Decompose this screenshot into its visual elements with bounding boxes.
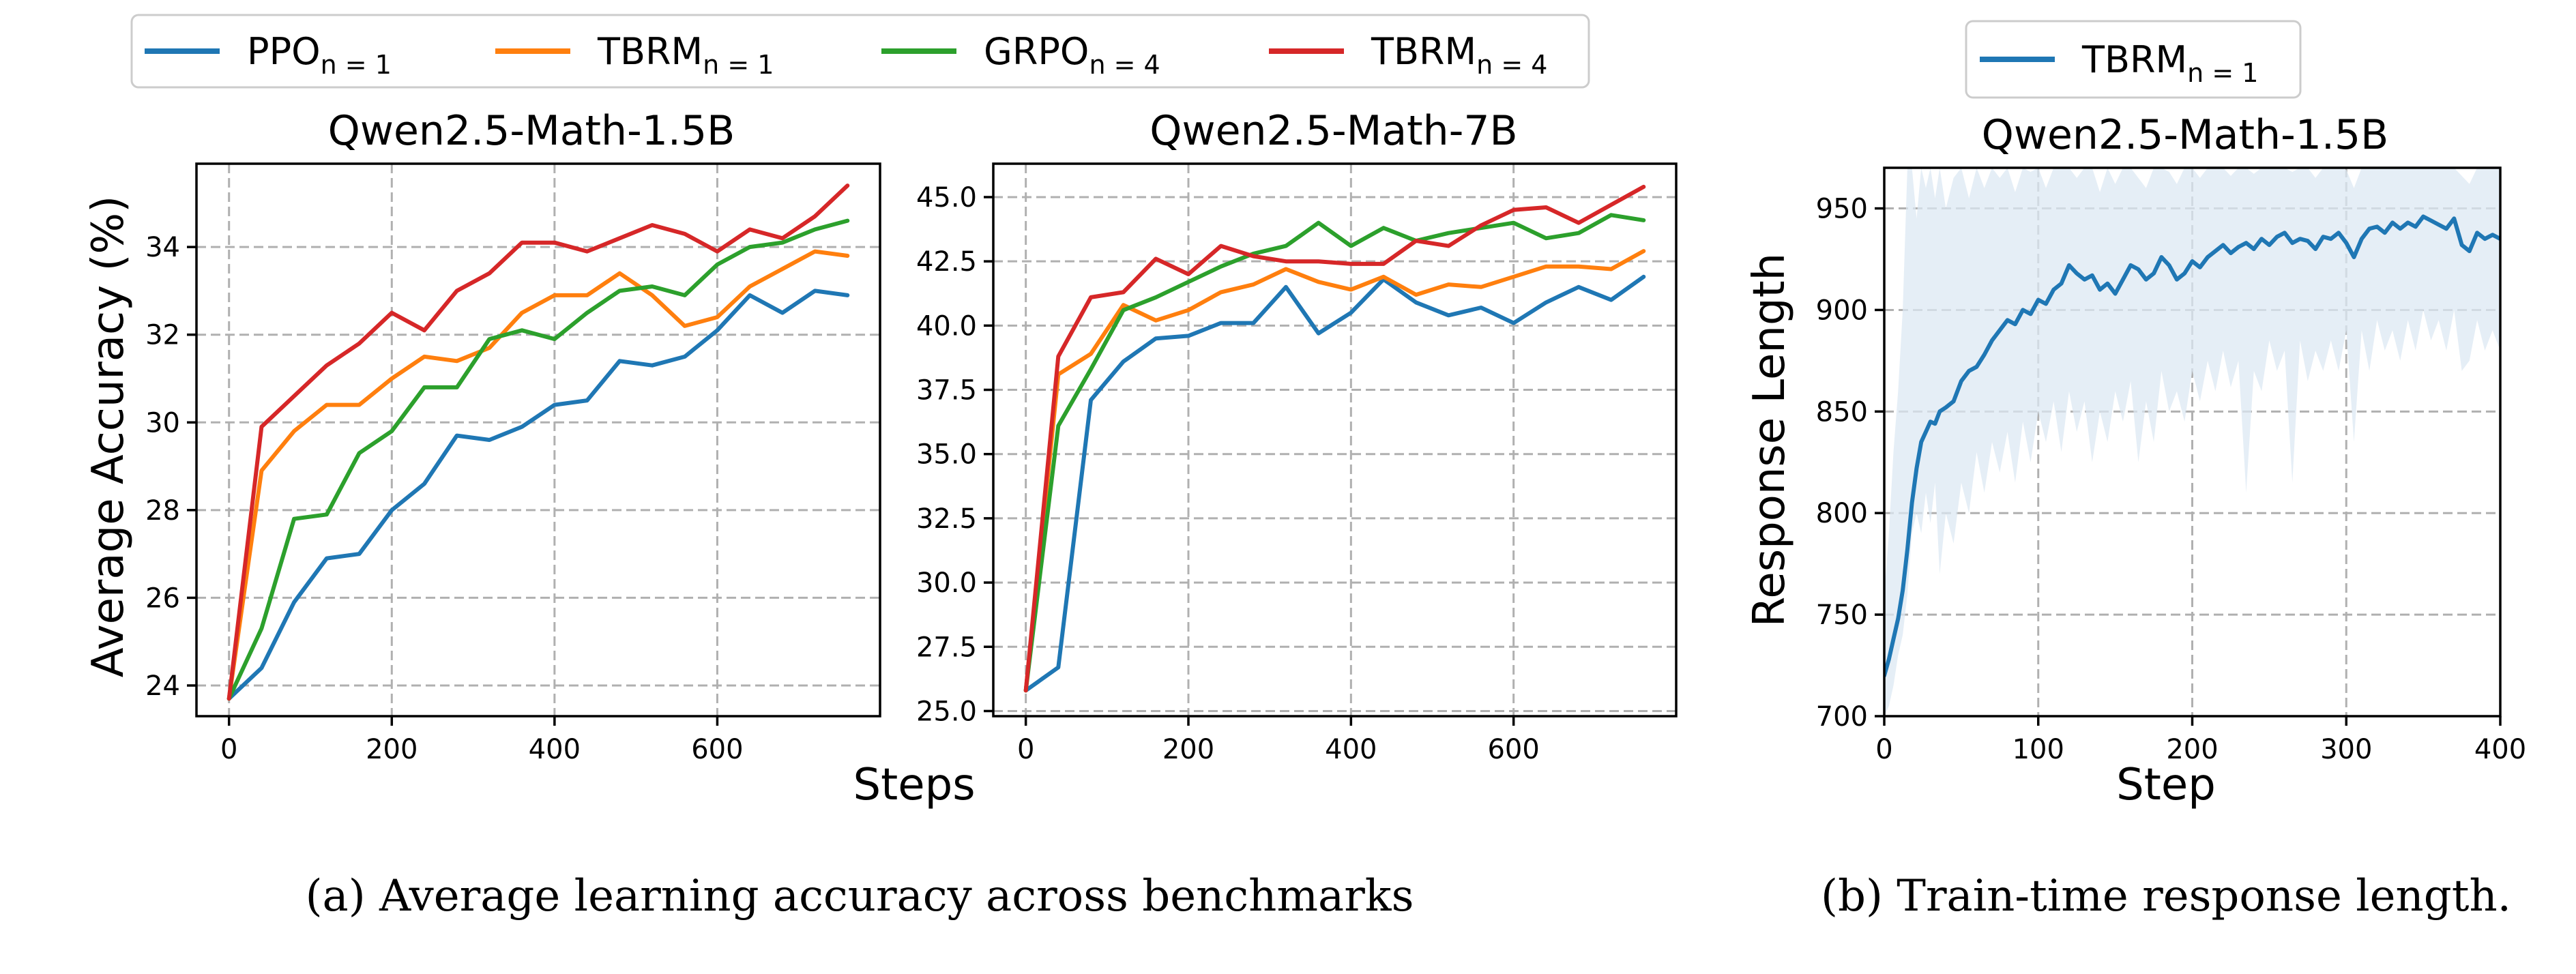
response-length-band (1884, 168, 2500, 716)
y-tick-label: 30 (145, 407, 180, 439)
x-tick-label: 0 (1875, 734, 1892, 765)
y-tick-label: 35.0 (916, 439, 977, 471)
y-tick-label: 28 (145, 495, 180, 527)
shared-x-axis-label: Steps (853, 760, 975, 810)
y-tick-label: 26 (145, 582, 180, 614)
panel-2-title: Qwen2.5-Math-7B (1150, 107, 1517, 155)
x-tick-label: 200 (366, 734, 418, 765)
y-tick-label: 750 (1816, 600, 1868, 631)
y-tick-label: 24 (145, 670, 180, 702)
y-tick-label: 45.0 (916, 182, 977, 213)
legend-a: PPOn = 1 TBRMn = 1 GRPOn = 4 TBRMn = 4 (130, 14, 1590, 89)
legend-b: TBRMn = 1 (1965, 20, 2302, 99)
x-tick-label: 0 (1017, 734, 1034, 765)
panel-3-xlabel: Step (2116, 760, 2216, 810)
y-tick-label: 37.5 (916, 375, 977, 407)
series-line-ppo (1884, 214, 2500, 678)
plot-frame (992, 162, 1678, 718)
legend-entry: GRPOn = 4 (984, 30, 1160, 80)
legend-frame (1965, 20, 2302, 99)
x-tick-label: 300 (2320, 734, 2372, 765)
panel-1-title: Qwen2.5-Math-1.5B (328, 107, 735, 155)
y-tick-label: 800 (1816, 498, 1868, 529)
panel-qwen-7b-accuracy: Qwen2.5-Math-7B 0 200 400 600 25.0 27.5 30.0 32… (916, 107, 1678, 765)
legend-entry: PPOn = 1 (247, 30, 392, 80)
caption-b: (b) Train-time response length. (1821, 871, 2511, 921)
y-tick-label: 34 (145, 232, 180, 263)
x-tick-label: 600 (1487, 734, 1539, 765)
caption-a: (a) Average learning accuracy across ben… (306, 871, 1414, 921)
series-line-tbrm4 (226, 183, 850, 701)
y-tick-label: 900 (1816, 295, 1868, 326)
series-line-ppo (226, 289, 850, 701)
panel-response-length: Qwen2.5-Math-1.5B Response Length Step 0… (1744, 111, 2526, 810)
y-tick-label: 42.5 (916, 246, 977, 278)
y-tick-label: 25.0 (916, 696, 977, 727)
series-group (1023, 184, 1646, 693)
legend-entry: TBRMn = 1 (597, 30, 774, 80)
x-tick-label: 400 (1325, 734, 1377, 765)
panel-1-ylabel: Average Accuracy (%) (83, 196, 134, 677)
series-line-grpo (1023, 213, 1646, 693)
x-tick-label: 100 (2012, 734, 2064, 765)
series-line-tbrm4 (1023, 184, 1646, 693)
x-tick-label: 200 (2166, 734, 2218, 765)
legend-entry: TBRMn = 4 (1371, 30, 1547, 80)
x-tick-label: 600 (691, 734, 743, 765)
x-tick-label: 400 (529, 734, 581, 765)
series-group (226, 183, 850, 701)
y-tick-label: 32 (145, 320, 180, 351)
series-line-ppo (1023, 274, 1646, 693)
series-line-grpo (226, 218, 850, 701)
panel-3-title: Qwen2.5-Math-1.5B (1982, 111, 2389, 159)
x-tick-label: 0 (220, 734, 237, 765)
legend-frame (130, 14, 1590, 89)
y-tick-label: 950 (1816, 194, 1868, 225)
plot-frame (195, 162, 881, 718)
y-tick-label: 30.0 (916, 567, 977, 599)
y-tick-label: 27.5 (916, 632, 977, 663)
x-tick-label: 200 (1162, 734, 1214, 765)
y-tick-label: 850 (1816, 396, 1868, 428)
legend-entry: TBRMn = 1 (2081, 38, 2258, 88)
panel-qwen-1.5b-accuracy: Qwen2.5-Math-1.5B Average Accuracy (%) 0… (83, 107, 881, 765)
panel-3-ylabel: Response Length (1744, 253, 1795, 627)
series-group (1884, 168, 2500, 716)
y-tick-label: 700 (1816, 701, 1868, 733)
series-line-tbrm1 (226, 249, 850, 701)
y-tick-label: 32.5 (916, 503, 977, 535)
y-tick-label: 40.0 (916, 310, 977, 342)
x-tick-label: 400 (2474, 734, 2526, 765)
